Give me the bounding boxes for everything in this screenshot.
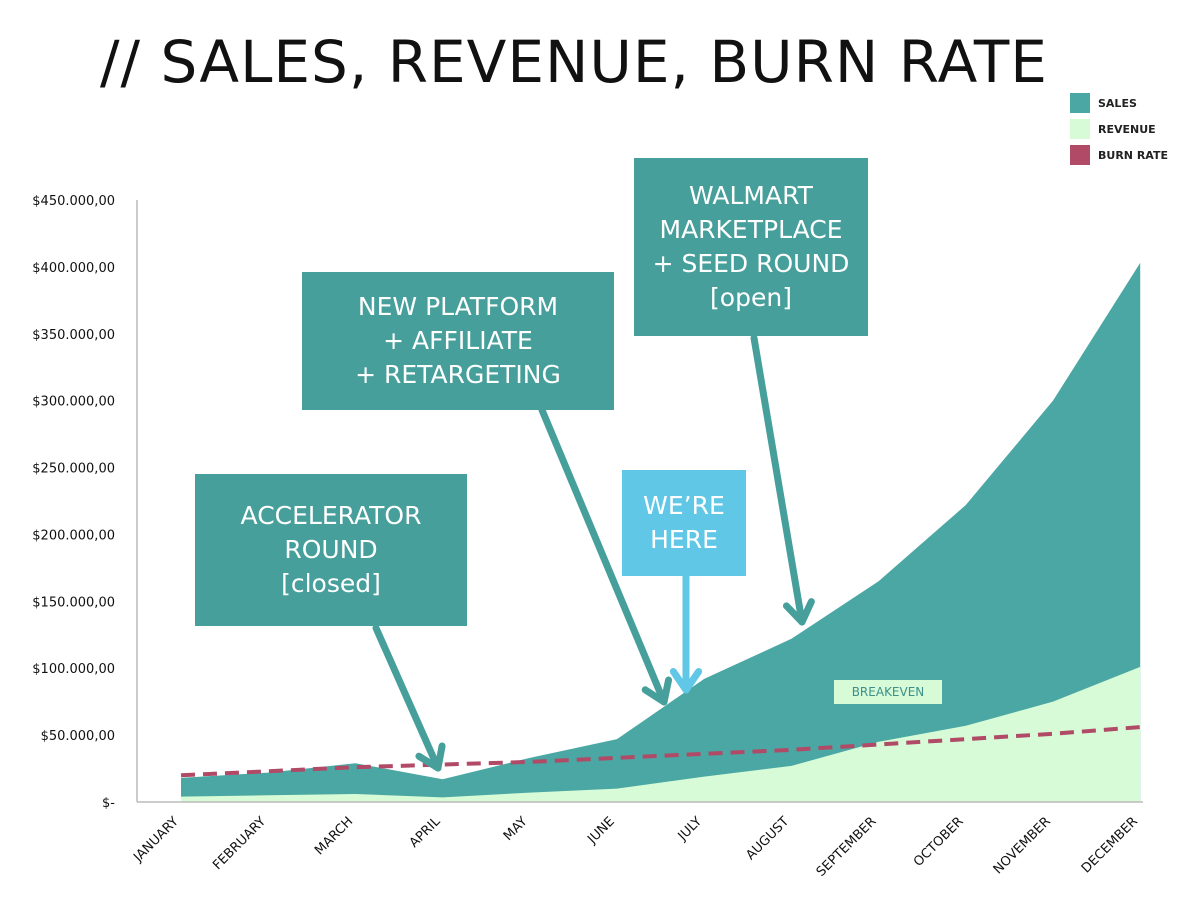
legend-item-burn-rate: BURN RATE — [1070, 142, 1168, 168]
x-tick-label: JANUARY — [130, 814, 182, 866]
breakeven-badge: BREAKEVEN — [834, 680, 942, 704]
y-tick-label: $250.000,00 — [32, 462, 115, 477]
y-tick-label: $50.000,00 — [41, 729, 115, 744]
callout-new-platform: NEW PLATFORM + AFFILIATE + RETARGETING — [302, 272, 614, 410]
legend-swatch-burn-rate — [1070, 145, 1090, 165]
x-tick-label: MARCH — [312, 814, 356, 858]
chart-legend: SALES REVENUE BURN RATE — [1070, 90, 1168, 168]
y-tick-label: $300.000,00 — [32, 395, 115, 410]
arrow-platform-shaft — [538, 406, 668, 706]
callout-walmart-line-2: MARKETPLACE — [659, 215, 843, 244]
arrow-walmart-shaft — [750, 334, 806, 626]
x-tick-label: OCTOBER — [911, 814, 967, 870]
arrow-accelerator-head — [415, 742, 446, 772]
y-tick-label: $350.000,00 — [32, 328, 115, 343]
callout-walmart-line-4: [open] — [710, 283, 792, 312]
callout-accelerator-line-1: ACCELERATOR — [240, 501, 422, 530]
page-title: // SALES, REVENUE, BURN RATE — [100, 28, 1048, 96]
callout-accelerator-line-3: [closed] — [281, 569, 381, 598]
arrow-accelerator — [372, 624, 446, 772]
y-tick-label: $200.000,00 — [32, 528, 115, 543]
legend-label-revenue: REVENUE — [1098, 122, 1156, 136]
callout-were-here: WE’RE HERE — [622, 470, 746, 576]
callout-accelerator-line-2: ROUND — [284, 535, 378, 564]
x-tick-label: AUGUST — [743, 814, 792, 863]
arrow-here — [669, 572, 703, 694]
y-tick-label: $- — [102, 796, 115, 811]
y-tick-label: $100.000,00 — [32, 662, 115, 677]
arrow-accelerator-shaft — [372, 624, 442, 772]
line-burn-rate — [180, 725, 1141, 778]
callout-platform-line-1: NEW PLATFORM — [357, 292, 559, 321]
x-tick-label: NOVEMBER — [991, 814, 1054, 877]
callout-platform-line-2: + AFFILIATE — [383, 326, 533, 355]
arrow-breakeven-head — [885, 729, 895, 737]
y-tick-label: $400.000,00 — [32, 261, 115, 276]
arrow-platform-head — [641, 676, 673, 706]
callout-walmart-line-1: WALMART — [689, 181, 813, 210]
callout-walmart-line-3: + SEED ROUND — [652, 249, 850, 278]
x-tick-label: DECEMBER — [1079, 814, 1141, 876]
x-tick-label: APRIL — [407, 814, 444, 851]
arrow-walmart-head — [782, 598, 815, 626]
legend-label-burn-rate: BURN RATE — [1098, 148, 1168, 162]
legend-swatch-sales — [1070, 93, 1090, 113]
x-tick-label: MAY — [501, 814, 531, 844]
area-sales — [181, 262, 1141, 802]
x-tick-label: JULY — [675, 814, 705, 844]
arrow-breakeven — [885, 705, 895, 737]
y-tick-label: $450.000,00 — [32, 194, 115, 209]
legend-swatch-revenue — [1070, 119, 1090, 139]
callout-here-line-1: WE’RE — [643, 491, 725, 520]
x-tick-label: JUNE — [584, 814, 617, 847]
x-tick-label: SEPTEMBER — [814, 814, 880, 880]
callout-here-line-2: HERE — [650, 525, 718, 554]
callout-platform-line-3: + RETARGETING — [355, 360, 561, 389]
legend-item-revenue: REVENUE — [1070, 116, 1168, 142]
callout-walmart-marketplace: WALMART MARKETPLACE + SEED ROUND [open] — [634, 158, 868, 336]
x-tick-label: FEBRUARY — [210, 814, 269, 873]
arrow-walmart — [750, 334, 815, 626]
legend-item-sales: SALES — [1070, 90, 1168, 116]
legend-label-sales: SALES — [1098, 96, 1137, 110]
y-tick-label: $150.000,00 — [32, 595, 115, 610]
arrow-here-head — [669, 668, 703, 694]
area-revenue — [181, 666, 1141, 802]
callout-accelerator-round: ACCELERATOR ROUND [closed] — [195, 474, 467, 626]
arrow-platform — [538, 406, 673, 706]
